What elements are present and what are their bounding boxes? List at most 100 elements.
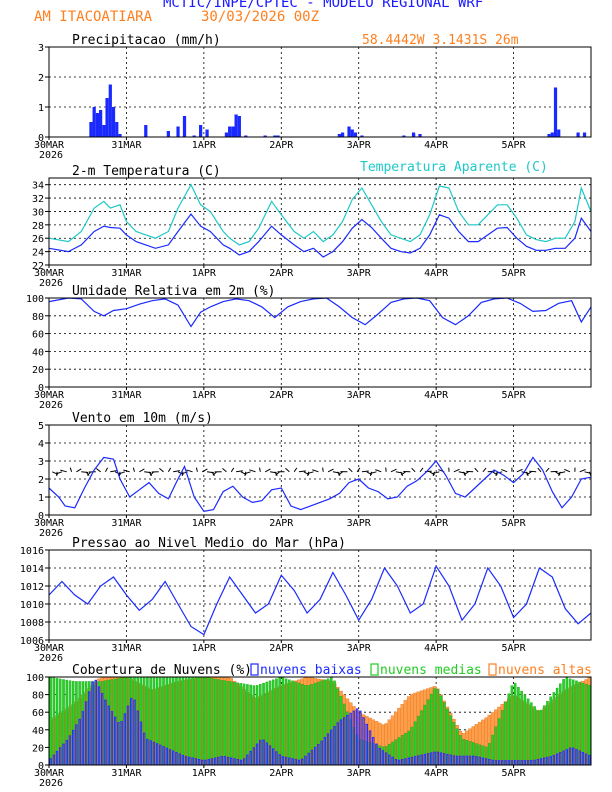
wind-arrow	[123, 469, 130, 473]
cloud-mid-bar	[184, 676, 188, 766]
x-tick-label: 1APR	[192, 140, 217, 151]
wind-arrow	[85, 471, 90, 476]
y-tick-label: 100	[26, 294, 44, 305]
precip-bar	[340, 132, 345, 137]
cloud-mid-bar	[300, 684, 304, 766]
cloud-mid-bar	[204, 677, 207, 766]
y-tick-label: 2	[38, 73, 44, 84]
x-tick-label: 31MAR	[111, 268, 142, 279]
wind-arrow	[244, 471, 251, 475]
precip-bar	[166, 131, 170, 137]
x-tick-label: 30MAR	[34, 643, 65, 654]
wind-arrow	[564, 468, 571, 473]
panel-title: Umidade Relativa em 2m (%)	[72, 284, 276, 299]
wind-arrow	[501, 468, 508, 473]
cloud-mid-bar	[281, 677, 285, 766]
precip-bar	[273, 135, 277, 137]
precip-bar	[105, 98, 109, 137]
x-tick-label: 2APR	[269, 140, 294, 151]
wind-arrow	[432, 471, 440, 474]
cloud-mid-bar	[175, 676, 178, 766]
x-tick-label: 31MAR	[111, 390, 142, 401]
x-tick-label: 4APR	[424, 643, 449, 654]
x-tick-label: 1APR	[192, 390, 217, 401]
cloud-mid-bar	[523, 694, 527, 766]
x-tick-label: 2APR	[269, 768, 294, 779]
cloud-mid-bar	[239, 683, 243, 766]
wind-arrow	[348, 467, 353, 473]
y-tick-label: 0	[38, 133, 44, 144]
series-line	[48, 213, 592, 258]
y-tick-label: 1012	[20, 582, 44, 593]
wind-arrow	[69, 467, 73, 472]
x-tick-label: 5APR	[502, 768, 527, 779]
cloud-mid-bar	[297, 682, 301, 766]
precip-bar	[224, 132, 229, 137]
x-year-label: 2026	[39, 528, 63, 539]
wind-arrow	[579, 469, 586, 473]
precip-bar	[176, 126, 180, 137]
cloud-mid-bar	[207, 677, 210, 766]
precip-bar	[347, 126, 351, 137]
panel-title: Precipitacao (mm/h)	[72, 33, 221, 48]
precip-bar	[102, 125, 106, 137]
precip-bar	[547, 134, 551, 137]
wind-arrow	[259, 467, 261, 472]
cloud-mid-bar	[230, 681, 233, 766]
cloud-mid-bar	[246, 684, 249, 766]
x-tick-label: 31MAR	[111, 140, 142, 151]
x-tick-label: 5APR	[502, 268, 527, 279]
y-tick-label: 100	[26, 673, 44, 684]
cloud-mid-bar	[517, 687, 520, 766]
y-tick-label: 60	[32, 708, 44, 719]
precip-bar	[234, 114, 238, 137]
cloud-mid-bar	[530, 702, 533, 766]
precip-bar	[144, 125, 148, 137]
panel-frame	[48, 676, 592, 766]
precip-bar	[118, 134, 122, 137]
wind-arrow	[60, 469, 67, 473]
cloud-mid-bar	[242, 683, 246, 766]
y-tick-label: 1	[38, 493, 44, 504]
precip-bar	[550, 132, 554, 137]
y-tick-label: 1016	[20, 546, 44, 557]
x-tick-label: 3APR	[347, 268, 372, 279]
legend-swatch	[370, 663, 379, 676]
precip-bar	[263, 135, 267, 137]
x-tick-label: 1APR	[192, 643, 217, 654]
precip-bar	[228, 126, 232, 137]
y-tick-label: 26	[32, 234, 44, 245]
y-tick-label: 0	[38, 511, 44, 522]
cloud-mid-bar	[191, 676, 194, 766]
precip-bar	[411, 132, 416, 137]
wind-arrow	[411, 467, 416, 473]
wind-arrow	[55, 471, 63, 475]
cloud-mid-bar	[284, 678, 288, 766]
precip-bar	[192, 135, 196, 137]
panel-precip: 0 1 2 3 30MAR 31MAR 1APR 2APR 3APR 4APR 5APR 2026 Pr…	[34, 33, 592, 161]
y-tick-label: 80	[32, 312, 44, 323]
legend-label: nuvens baixas	[260, 663, 362, 678]
cloud-mid-bar	[549, 696, 552, 766]
precip-bar	[237, 116, 241, 137]
panel-title: Cobertura de Nuvens (%)	[72, 663, 252, 678]
wind-arrow	[390, 468, 397, 473]
precip-bar	[276, 135, 280, 137]
wind-arrow	[369, 471, 373, 477]
x-tick-label: 2APR	[269, 268, 294, 279]
cloud-mid-bar	[507, 693, 510, 766]
y-tick-label: 24	[32, 248, 44, 259]
y-tick-label: 1	[38, 103, 44, 114]
y-tick-label: 0	[38, 383, 44, 394]
y-tick-label: 20	[32, 365, 44, 376]
x-tick-label: 30MAR	[34, 268, 65, 279]
precip-bar	[337, 134, 341, 137]
x-tick-label: 2APR	[269, 518, 294, 529]
wind-arrow	[537, 467, 542, 473]
x-tick-label: 1APR	[192, 768, 217, 779]
x-tick-label: 31MAR	[111, 643, 142, 654]
page-title: MCTIC/INPE/CPTEC - MODELO REGIONAL WRF	[163, 0, 484, 11]
y-tick-label: 0	[38, 761, 44, 772]
precip-bar	[115, 122, 119, 137]
wind-arrow	[222, 467, 227, 473]
